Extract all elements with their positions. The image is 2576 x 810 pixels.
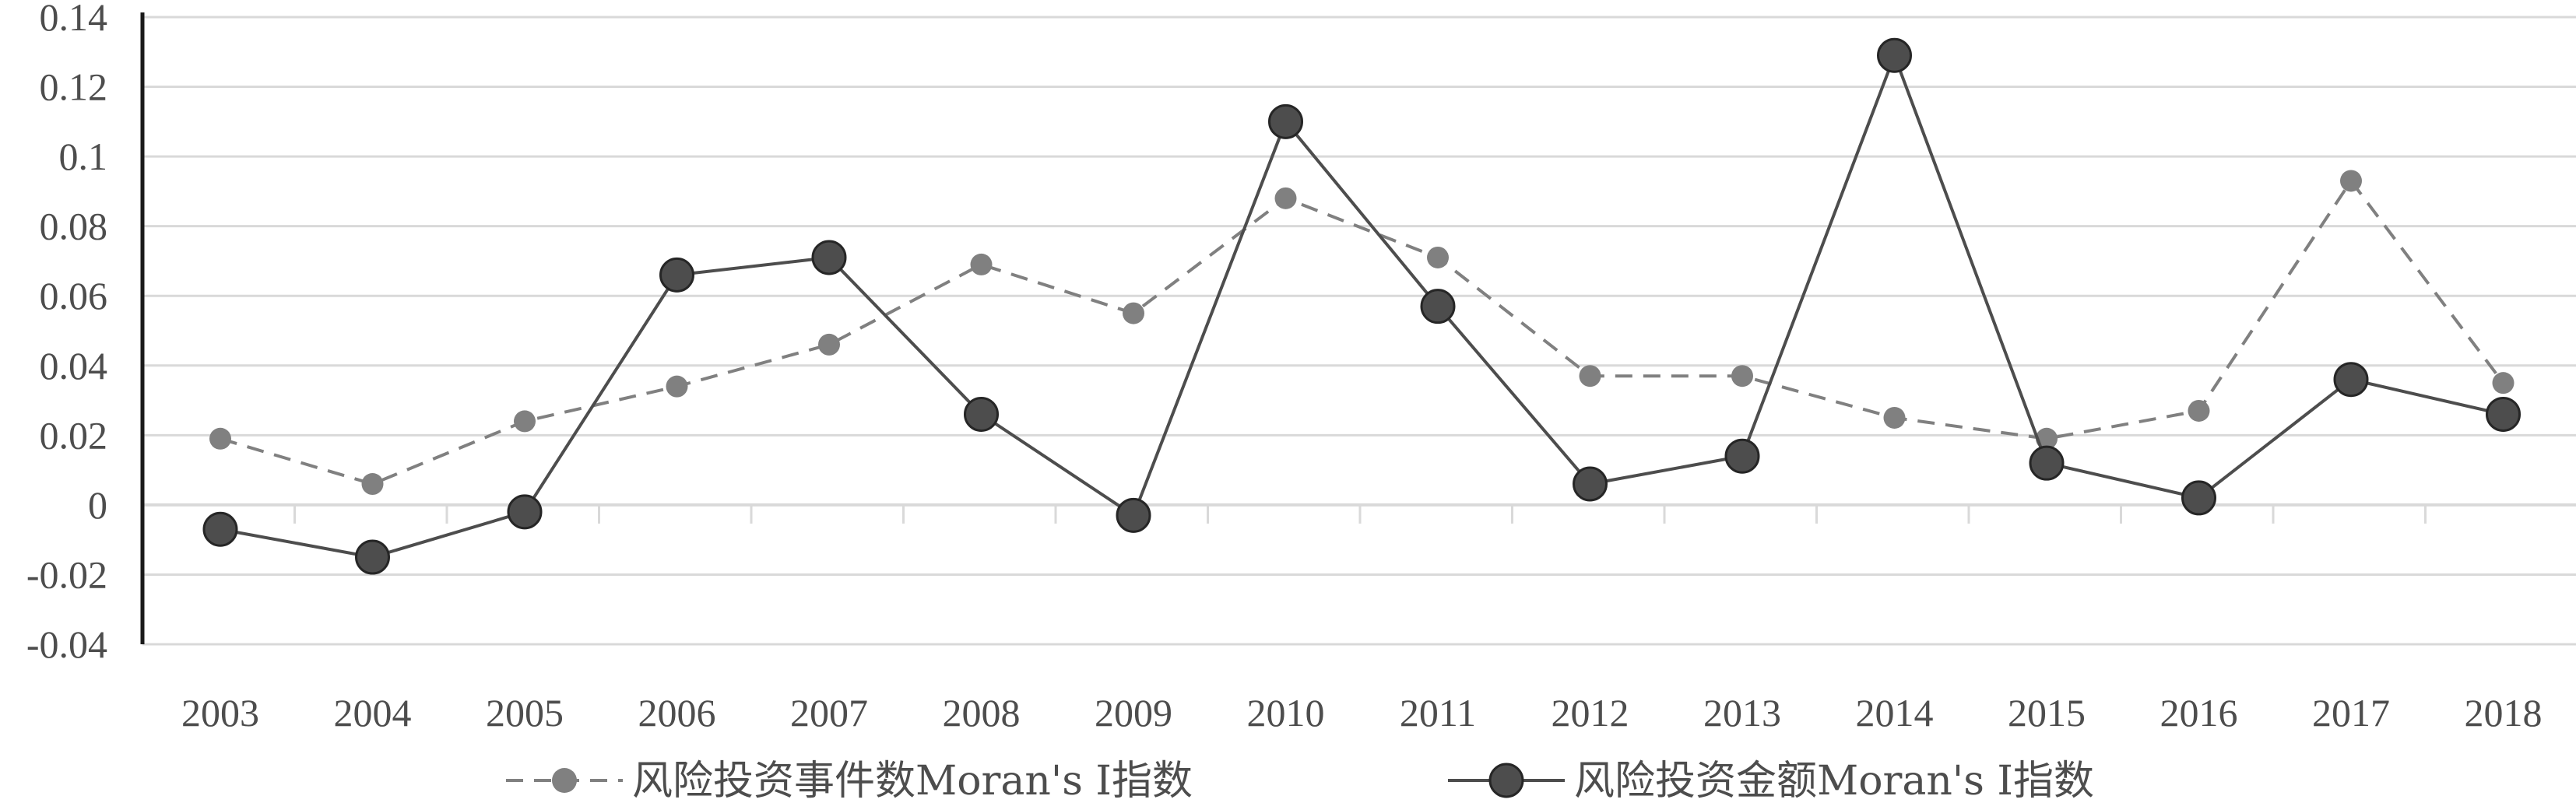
data-point (659, 257, 694, 293)
x-tick-label: 2012 (1552, 691, 1629, 735)
data-point (1123, 302, 1144, 324)
x-tick-label: 2010 (1247, 691, 1325, 735)
y-axis-ticks: 0.14 0.12 0.1 0.08 0.06 0.04 0.02 0 -0.02 -0.04 (26, 0, 107, 666)
grid-lines (142, 16, 2576, 646)
data-point (2340, 170, 2362, 192)
x-tick-label: 2013 (1703, 691, 1781, 735)
data-point (507, 494, 543, 530)
y-tick-label: 0.02 (40, 413, 108, 457)
data-point (514, 410, 536, 433)
y-tick-label: -0.04 (26, 622, 107, 666)
data-point (666, 375, 688, 398)
x-tick-label: 2005 (486, 691, 564, 735)
data-point (1116, 497, 1151, 533)
x-tick-label: 2018 (2465, 691, 2543, 735)
x-tick-label: 2015 (2008, 691, 2086, 735)
data-point (1883, 406, 1906, 429)
x-axis-ticks: 2003 2004 2005 2006 2007 2008 2009 2010 2011 2012… (181, 691, 2543, 735)
legend-swatch-marker (552, 768, 577, 793)
data-point (1573, 466, 1608, 502)
y-tick-label: 0.04 (40, 344, 108, 387)
series-2 (202, 37, 2521, 575)
series-line (220, 51, 2504, 559)
data-point (361, 473, 384, 496)
y-tick-label: 0.14 (40, 0, 108, 39)
y-tick-label: 0.08 (40, 205, 108, 248)
data-point (1274, 187, 1297, 209)
x-tick-label: 2003 (181, 691, 259, 735)
x-tick-label: 2006 (638, 691, 716, 735)
x-tick-label: 2011 (1400, 691, 1476, 735)
y-tick-label: 0.12 (40, 65, 108, 109)
data-point (2188, 399, 2210, 422)
data-point (970, 253, 993, 275)
x-tick-label: 2004 (334, 691, 412, 735)
legend-swatch-marker (1488, 763, 1524, 798)
data-point (2029, 445, 2065, 481)
legend-item: 风险投资事件数Moran's I指数 (506, 758, 1193, 805)
legend-label: 风险投资事件数Moran's I指数 (632, 758, 1193, 805)
data-point (818, 333, 840, 356)
data-point (964, 396, 999, 432)
legend: 风险投资事件数Moran's I指数 风险投资金额Moran's I指数 (506, 758, 2094, 805)
x-tick-label: 2014 (1856, 691, 1934, 735)
data-point (1420, 289, 1456, 324)
data-point (2486, 396, 2521, 432)
legend-label: 风险投资金额Moran's I指数 (1574, 758, 2094, 805)
series-group (202, 37, 2521, 575)
x-tick-label: 2008 (943, 691, 1021, 735)
y-tick-label: 0.1 (59, 135, 108, 178)
series-line (220, 177, 2505, 486)
x-tick-label: 2017 (2312, 691, 2390, 735)
data-point (2181, 480, 2216, 516)
data-point (1724, 438, 1760, 474)
data-point (1268, 103, 1303, 139)
data-point (1877, 37, 1912, 73)
data-point (2492, 372, 2514, 394)
x-tick-label: 2009 (1095, 691, 1172, 735)
data-point (202, 511, 238, 547)
data-point (1579, 365, 1601, 387)
y-tick-label: 0.06 (40, 274, 108, 317)
data-point (209, 427, 231, 450)
x-tick-label: 2016 (2160, 691, 2238, 735)
data-point (355, 539, 390, 575)
data-point (1731, 365, 1753, 387)
axes (140, 12, 2576, 644)
data-point (1427, 246, 1449, 268)
y-tick-label: 0 (88, 483, 107, 527)
series-1 (209, 170, 2514, 496)
x-tick-label: 2007 (790, 691, 868, 735)
data-point (811, 240, 847, 275)
y-tick-label: -0.02 (26, 552, 107, 596)
data-point (2333, 362, 2369, 398)
legend-item: 风险投资金额Moran's I指数 (1448, 758, 2094, 805)
